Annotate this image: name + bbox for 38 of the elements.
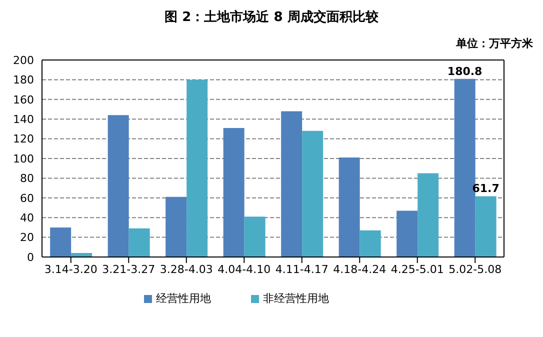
- x-tick-label: 5.02-5.08: [448, 262, 502, 276]
- y-tick-label: 40: [20, 212, 34, 225]
- bar: [50, 227, 72, 257]
- y-tick-label: 160: [13, 93, 34, 106]
- chart-subtitle: 单位：万平方米: [455, 36, 533, 51]
- y-tick-label: 60: [20, 192, 34, 205]
- bar: [302, 130, 324, 257]
- bar: [128, 228, 150, 257]
- bar: [166, 196, 187, 257]
- y-tick-label: 20: [20, 231, 34, 244]
- bar: [281, 111, 302, 257]
- bar: [396, 210, 418, 257]
- legend-label: 非经营性用地: [263, 292, 329, 305]
- x-tick-label: 4.18-4.24: [333, 262, 386, 276]
- x-tick-label: 4.11-4.17: [275, 262, 328, 276]
- y-tick-label: 100: [13, 152, 34, 166]
- bar: [108, 115, 129, 257]
- x-tick-label: 4.04-4.10: [218, 262, 271, 276]
- data-label: 180.8: [447, 64, 482, 78]
- bar: [475, 196, 496, 257]
- y-tick-label: 0: [27, 250, 34, 264]
- bar: [244, 216, 266, 257]
- bar: [418, 173, 439, 257]
- x-tick-label: 3.21-3.27: [102, 262, 156, 276]
- y-tick-label: 80: [20, 172, 34, 186]
- legend-label: 经营性用地: [156, 292, 211, 305]
- x-tick-label: 3.14-3.20: [44, 262, 98, 276]
- y-tick-label: 120: [13, 132, 34, 146]
- x-tick-label: 3.28-4.03: [160, 262, 213, 276]
- y-tick-label: 200: [13, 54, 34, 67]
- bar: [223, 128, 244, 257]
- bar: [338, 158, 360, 257]
- bar: [360, 230, 381, 257]
- y-tick-label: 180: [13, 74, 34, 87]
- x-tick-label: 4.25-5.01: [390, 262, 444, 276]
- y-tick-label: 140: [13, 113, 34, 126]
- chart-title: 图 2：土地市场近 8 周成交面积比较: [164, 8, 380, 26]
- bar: [186, 80, 208, 257]
